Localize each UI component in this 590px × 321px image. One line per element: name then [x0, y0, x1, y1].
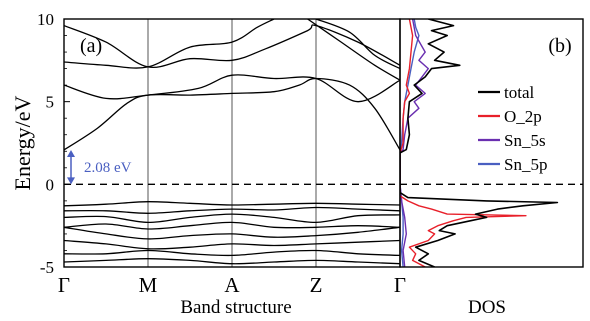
band-line [64, 226, 400, 240]
band-line [64, 19, 275, 69]
legend-label-total: total [504, 83, 534, 102]
band-gap-label: 2.08 eV [84, 160, 132, 176]
dos-curve-total [400, 19, 559, 267]
band-line [64, 74, 400, 103]
band-line [64, 77, 400, 151]
dos-curve-sn-5s [400, 19, 429, 267]
y-tick-label: 10 [37, 10, 54, 29]
dos-curves-group [400, 19, 559, 267]
legend-label-sn-5s: Sn_5s [504, 131, 546, 150]
y-tick-label: -5 [40, 258, 54, 277]
band-line [307, 19, 400, 81]
panel-b-frame [399, 18, 584, 268]
band-line [64, 213, 400, 224]
band-line [315, 19, 400, 70]
band-line [64, 201, 400, 207]
y-axis-label: Energy/eV [10, 95, 35, 190]
panel-a-label: (a) [80, 35, 102, 57]
band-line [64, 239, 400, 250]
y-tick-label: 5 [46, 93, 55, 112]
kpoint-label: Γ [58, 273, 70, 297]
band-gap-arrowhead-up [67, 149, 75, 157]
band-line [64, 249, 400, 257]
band-gap-arrowhead-down [67, 177, 75, 185]
y-tick-label: 0 [46, 175, 55, 194]
band-structure-xlabel: Band structure [180, 297, 291, 318]
legend-label-sn-5p: Sn_5p [504, 155, 547, 174]
band-line [64, 221, 400, 230]
bands-group [64, 19, 400, 265]
band-structure-panel: 2.08 eV -5 0 5 10 Γ M A Z Γ (a) [37, 10, 406, 297]
dos-curve-o-2p [400, 19, 527, 267]
legend-label-o-2p: O_2p [504, 107, 542, 126]
kpoint-label: Γ [394, 273, 406, 297]
kpoint-label: A [224, 273, 240, 297]
dos-xlabel: DOS [468, 297, 506, 318]
band-line [64, 258, 400, 265]
dos-curve-sn-5p [400, 19, 420, 267]
panel-b-label: (b) [548, 35, 571, 57]
kpoint-label: M [139, 273, 158, 297]
kpoint-label: Z [310, 273, 323, 297]
band-line [64, 206, 400, 214]
dos-panel: (b) total O_2p Sn_5s Sn_5p [399, 18, 584, 268]
band-line [64, 24, 400, 69]
dos-legend: total O_2p Sn_5s Sn_5p [478, 83, 547, 174]
